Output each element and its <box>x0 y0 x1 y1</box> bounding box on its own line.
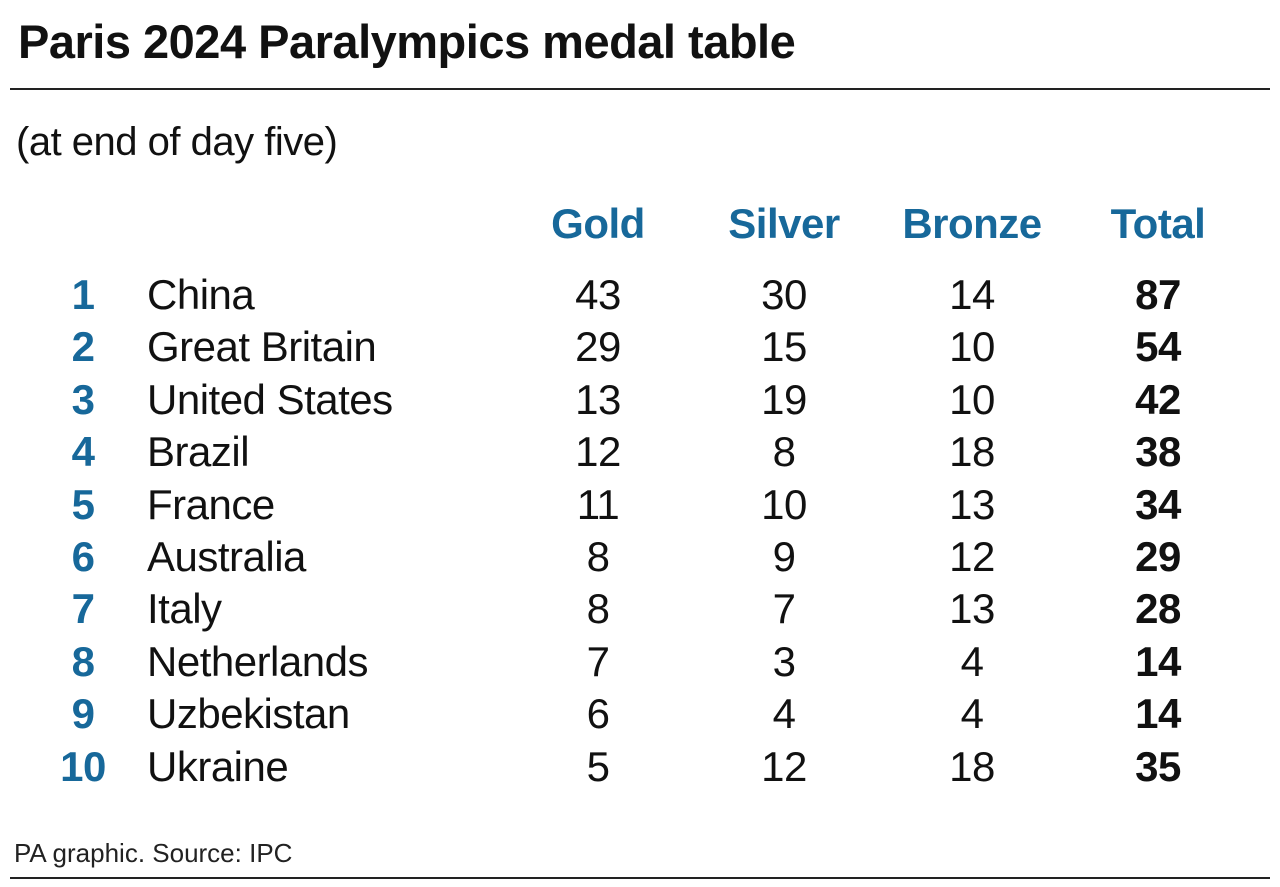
page-title: Paris 2024 Paralympics medal table <box>18 15 796 68</box>
bottom-divider <box>10 877 1270 879</box>
silver-cell: 7 <box>772 585 796 633</box>
top-divider <box>10 88 1270 90</box>
bronze-cell: 10 <box>949 375 995 423</box>
total-cell: 87 <box>1135 271 1181 318</box>
total-cell: 14 <box>1135 690 1181 738</box>
silver-cell: 4 <box>772 690 796 738</box>
country-cell: France <box>147 480 275 528</box>
subtitle: (at end of day five) <box>16 120 338 164</box>
gold-cell: 8 <box>586 533 610 580</box>
bronze-cell: 18 <box>949 742 995 790</box>
gold-cell: 8 <box>586 585 610 633</box>
country-cell: Ukraine <box>147 742 289 790</box>
bronze-cell: 13 <box>949 480 995 528</box>
silver-cell: 30 <box>761 271 807 318</box>
total-cell: 14 <box>1135 637 1181 685</box>
silver-cell: 15 <box>761 323 807 371</box>
rank-cell: 10 <box>60 742 106 790</box>
header-bronze: Bronze <box>902 200 1042 247</box>
header-silver: Silver <box>728 200 840 247</box>
gold-cell: 5 <box>586 742 610 790</box>
country-cell: Australia <box>147 533 306 580</box>
country-cell: United States <box>147 375 393 423</box>
source-note: PA graphic. Source: IPC <box>14 838 293 868</box>
silver-cell: 10 <box>761 480 807 528</box>
rank-cell: 6 <box>71 533 95 580</box>
gold-cell: 12 <box>575 428 621 476</box>
total-cell: 28 <box>1135 585 1181 633</box>
total-cell: 38 <box>1135 428 1181 476</box>
country-cell: Netherlands <box>147 637 368 685</box>
rank-cell: 1 <box>71 271 95 318</box>
gold-cell: 13 <box>575 375 621 423</box>
bronze-cell: 14 <box>949 271 995 318</box>
total-cell: 35 <box>1135 742 1181 790</box>
rank-cell: 9 <box>71 690 95 738</box>
header-gold: Gold <box>551 200 645 247</box>
country-cell: Great Britain <box>147 323 377 371</box>
rank-cell: 3 <box>71 375 95 423</box>
gold-cell: 29 <box>575 323 621 371</box>
bronze-cell: 10 <box>949 323 995 371</box>
total-cell: 42 <box>1135 375 1181 423</box>
bronze-cell: 12 <box>949 533 995 580</box>
silver-cell: 3 <box>772 637 796 685</box>
country-cell: China <box>147 271 255 318</box>
rank-cell: 4 <box>71 428 95 476</box>
gold-cell: 6 <box>586 690 610 738</box>
silver-cell: 19 <box>761 375 807 423</box>
header-total: Total <box>1110 200 1206 247</box>
country-cell: Uzbekistan <box>147 690 350 738</box>
gold-cell: 7 <box>586 637 610 685</box>
bronze-cell: 18 <box>949 428 995 476</box>
silver-cell: 12 <box>761 742 807 790</box>
total-cell: 29 <box>1135 533 1181 580</box>
gold-cell: 11 <box>576 480 620 528</box>
total-cell: 34 <box>1135 480 1181 528</box>
bronze-cell: 13 <box>949 585 995 633</box>
total-cell: 54 <box>1135 323 1181 371</box>
rank-cell: 7 <box>71 585 95 633</box>
rank-cell: 5 <box>71 480 95 528</box>
bronze-cell: 4 <box>960 637 984 685</box>
gold-cell: 43 <box>575 271 621 318</box>
rank-cell: 2 <box>71 323 95 371</box>
silver-cell: 9 <box>772 533 796 580</box>
bronze-cell: 4 <box>960 690 984 738</box>
country-cell: Italy <box>147 585 222 633</box>
silver-cell: 8 <box>772 428 796 476</box>
rank-cell: 8 <box>71 637 95 685</box>
country-cell: Brazil <box>147 428 250 476</box>
